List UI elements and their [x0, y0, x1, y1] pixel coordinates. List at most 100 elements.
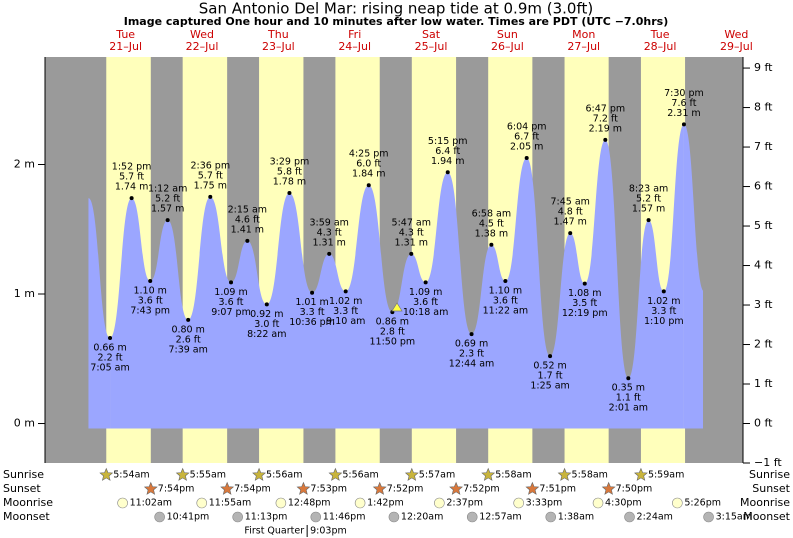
sunrise-icon — [175, 467, 190, 481]
moonset-icon — [466, 511, 478, 523]
moonrise-icon — [275, 497, 287, 509]
row-time: 7:54pm — [158, 484, 195, 495]
tide-area — [110, 124, 684, 429]
tide-label: 6:58 am — [472, 208, 511, 219]
moonrise-icon — [513, 497, 524, 509]
tide-point — [582, 281, 587, 286]
tide-label: 8:22 am — [247, 329, 286, 340]
day-name: Wed — [724, 28, 748, 41]
tide-label: 1.94 m — [431, 156, 464, 167]
tide-label: 2.6 ft — [176, 334, 201, 345]
tide-label: 1.02 m — [329, 296, 362, 307]
moonset-icon — [624, 511, 635, 523]
tide-label: 4.5 ft — [479, 218, 504, 229]
sunset-icon — [372, 481, 387, 495]
day-name: Fri — [348, 28, 361, 41]
tide-label: 3.5 ft — [572, 298, 597, 309]
tide-label: 7:05 am — [90, 363, 129, 374]
tide-label: 3.6 ft — [219, 297, 244, 308]
tide-point — [327, 251, 332, 256]
moonset-icon — [545, 511, 557, 523]
tide-point — [264, 302, 269, 307]
tide-point — [489, 242, 494, 247]
tide-label: 3.6 ft — [138, 296, 163, 307]
moonrise-icon — [592, 497, 604, 509]
tide-label: 2.8 ft — [380, 327, 405, 338]
moonset-icon — [388, 511, 400, 523]
y2-tick-label: 7 ft — [754, 140, 773, 153]
tide-label: 5:47 am — [392, 217, 431, 228]
day-date: 27–Jul — [567, 40, 600, 53]
row-label-right: Sunrise — [749, 468, 790, 481]
row-label: Sunset — [3, 482, 41, 495]
y-tick-label: 1 m — [14, 287, 35, 300]
row-time: 7:51pm — [539, 484, 576, 495]
tide-label: 5.7 ft — [119, 172, 144, 183]
tide-point — [681, 122, 686, 127]
row-time: 5:57am — [419, 470, 455, 481]
tide-label: 10:36 pm — [289, 317, 335, 328]
tide-point — [108, 336, 113, 341]
tide-label: 0.80 m — [171, 324, 204, 335]
current-tide-marker — [391, 302, 403, 312]
y2-tick-label: 5 ft — [754, 219, 773, 232]
tide-label: 1.74 m — [115, 182, 148, 193]
row-time: 5:55am — [190, 470, 226, 481]
day-name: Sat — [422, 28, 441, 41]
chart-title: San Antonio Del Mar: rising neap tide at… — [199, 0, 593, 18]
sunrise-icon — [557, 467, 572, 481]
row-label: Sunrise — [3, 468, 44, 481]
tide-point — [524, 156, 529, 161]
row-time: 5:26pm — [684, 498, 721, 509]
tide-point — [245, 238, 250, 243]
y2-tick-label: 3 ft — [754, 298, 773, 311]
tide-label: 3.3 ft — [333, 306, 358, 317]
row-label-right: Sunset — [752, 482, 790, 495]
moonset-icon — [703, 511, 714, 523]
y2-tick-label: 8 ft — [754, 101, 773, 114]
tide-label: 0.69 m — [455, 339, 488, 350]
y2-tick-label: 6 ft — [754, 180, 773, 193]
tide-point — [603, 137, 608, 142]
tide-label: 10:18 am — [403, 307, 448, 318]
tide-label: 9:10 am — [326, 316, 365, 327]
tide-label: 1.41 m — [231, 224, 264, 235]
tide-label: 1.31 m — [395, 237, 428, 248]
tide-label: 0.86 m — [376, 317, 409, 328]
tide-label: 1:25 am — [530, 381, 569, 392]
day-date: 25–Jul — [415, 40, 448, 53]
row-time: 12:20am — [401, 512, 443, 523]
sunset-icon — [449, 481, 463, 495]
sunrise-icon — [328, 467, 343, 481]
tide-label: 1.84 m — [352, 169, 385, 180]
row-time: 3:33pm — [526, 498, 563, 509]
day-date: 26–Jul — [491, 40, 524, 53]
tide-label: 2.31 m — [667, 108, 700, 119]
tide-area-end — [683, 124, 703, 429]
y-tick-label: 0 m — [14, 417, 35, 430]
y2-tick-label: −1 ft — [754, 456, 782, 469]
tide-point — [229, 280, 234, 285]
sunset-icon — [220, 481, 235, 495]
row-time: 11:02am — [130, 498, 172, 509]
tide-label: 7.2 ft — [593, 113, 618, 124]
tide-label: 1.02 m — [647, 296, 680, 307]
tide-point — [208, 194, 213, 199]
sunrise-icon — [481, 467, 496, 481]
sunset-icon — [525, 481, 540, 495]
moonset-icon — [154, 511, 165, 523]
tide-label: 12:19 pm — [562, 308, 608, 319]
moonset-icon — [232, 511, 243, 523]
row-time: 1:42pm — [367, 498, 404, 509]
tide-label: 1.78 m — [273, 176, 306, 187]
tide-label: 4.6 ft — [235, 214, 260, 225]
tide-point — [186, 317, 191, 322]
chart-subtitle: Image captured One hour and 10 minutes a… — [124, 15, 668, 28]
day-name: Mon — [572, 28, 595, 41]
tide-point — [568, 231, 573, 236]
tide-point — [503, 279, 508, 284]
day-date: 21–Jul — [109, 40, 142, 53]
row-time: 11:13pm — [245, 512, 288, 523]
row-time: 2:37pm — [446, 498, 483, 509]
